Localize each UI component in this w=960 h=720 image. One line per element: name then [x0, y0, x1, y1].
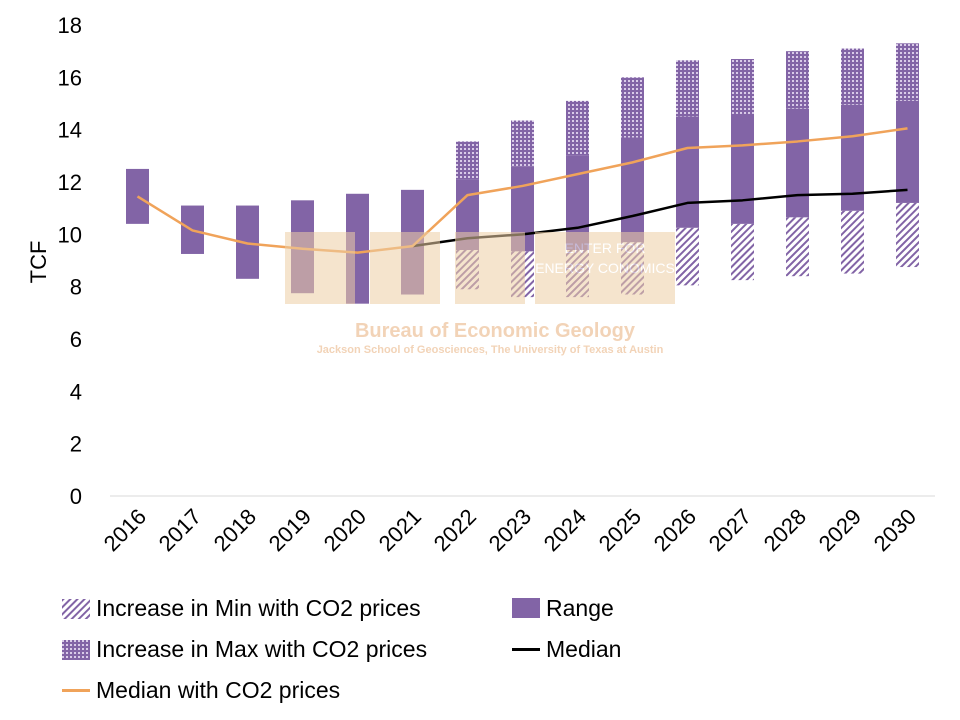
x-tick-label: 2025	[594, 504, 646, 556]
bar-increase-min	[786, 217, 809, 277]
y-tick-label: 12	[58, 170, 82, 195]
line-median-co2	[136, 127, 908, 254]
watermark-block	[535, 232, 675, 304]
watermark-letter-e2	[455, 232, 525, 304]
legend-line-median-co2	[62, 688, 90, 692]
bar-increase-min	[731, 223, 754, 281]
legend-swatch-diagonal	[62, 598, 90, 619]
bar-increase-max	[896, 43, 919, 101]
watermark-title: Bureau of Economic Geology	[354, 320, 636, 342]
watermark-letter-e1	[370, 232, 440, 304]
x-tick-label: 2030	[869, 504, 921, 556]
legend-item-range: Range	[512, 588, 614, 628]
bar-range	[236, 205, 259, 279]
y-tick-label: 18	[58, 13, 82, 38]
x-tick-label: 2022	[429, 504, 481, 556]
watermark-letter-c	[285, 232, 355, 304]
legend-item-median: Median	[512, 629, 621, 669]
bar-increase-max	[731, 59, 754, 114]
x-tick-label: 2017	[154, 504, 206, 556]
y-tick-label: 0	[70, 484, 82, 509]
legend-item-median-co2: Median with CO2 prices	[62, 670, 340, 710]
watermark-logo: ENTER FOR ENERGY CONOMICS Bureau of Econ…	[285, 232, 675, 362]
bar-range	[896, 100, 919, 203]
legend-line-median	[512, 647, 540, 651]
legend-label-increase-max: Increase in Max with CO2 prices	[96, 635, 428, 662]
y-tick-label: 10	[58, 222, 82, 247]
bar-increase-max	[841, 48, 864, 105]
bar-increase-max	[786, 51, 809, 109]
bar-increase-max	[566, 100, 589, 156]
bar-increase-max	[621, 77, 644, 138]
y-tick-label: 8	[70, 275, 82, 300]
legend-label-increase-min: Increase in Min with CO2 prices	[96, 594, 421, 621]
legend-swatch-dotted	[62, 639, 90, 660]
bar-increase-max	[511, 120, 534, 167]
watermark-block-text: ENTER FOR ENERGY CONOMICS	[535, 240, 675, 276]
y-tick-label: 4	[70, 379, 82, 404]
legend-label-median: Median	[546, 635, 622, 662]
y-tick-label: 16	[58, 65, 82, 90]
chart-legend: Increase in Min with CO2 prices Range In…	[62, 588, 942, 718]
bar-range	[676, 116, 699, 228]
bar-increase-max	[456, 141, 479, 180]
bar-range	[841, 104, 864, 211]
legend-item-increase-min: Increase in Min with CO2 prices	[62, 588, 421, 628]
bar-range	[731, 113, 754, 224]
x-tick-label: 2026	[649, 504, 701, 556]
bar-range	[621, 137, 644, 243]
x-tick-label: 2016	[99, 504, 151, 556]
x-tick-label: 2028	[759, 504, 811, 556]
bar-increase-min	[676, 227, 699, 286]
bar-increase-min	[896, 202, 919, 268]
bar-range	[786, 108, 809, 218]
bar-increase-max	[676, 60, 699, 117]
y-axis-label: TCF	[26, 241, 51, 284]
x-tick-label: 2027	[704, 504, 756, 556]
bar-increase-min	[841, 210, 864, 274]
legend-label-range: Range	[546, 594, 614, 621]
x-tick-label: 2023	[484, 504, 536, 556]
x-tick-label: 2019	[264, 504, 316, 556]
y-tick-label: 14	[58, 118, 82, 143]
x-tick-label: 2020	[319, 504, 371, 556]
x-tick-label: 2029	[814, 504, 866, 556]
y-tick-label: 6	[70, 327, 82, 352]
x-tick-label: 2018	[209, 504, 261, 556]
y-tick-label: 2	[70, 432, 82, 457]
legend-item-increase-max: Increase in Max with CO2 prices	[62, 629, 427, 669]
legend-swatch-range	[512, 598, 540, 618]
legend-label-median-co2: Median with CO2 prices	[96, 676, 341, 703]
x-tick-label: 2021	[374, 504, 426, 556]
x-tick-label: 2024	[539, 504, 591, 556]
watermark-subtitle: Jackson School of Geosciences, The Unive…	[316, 344, 664, 356]
